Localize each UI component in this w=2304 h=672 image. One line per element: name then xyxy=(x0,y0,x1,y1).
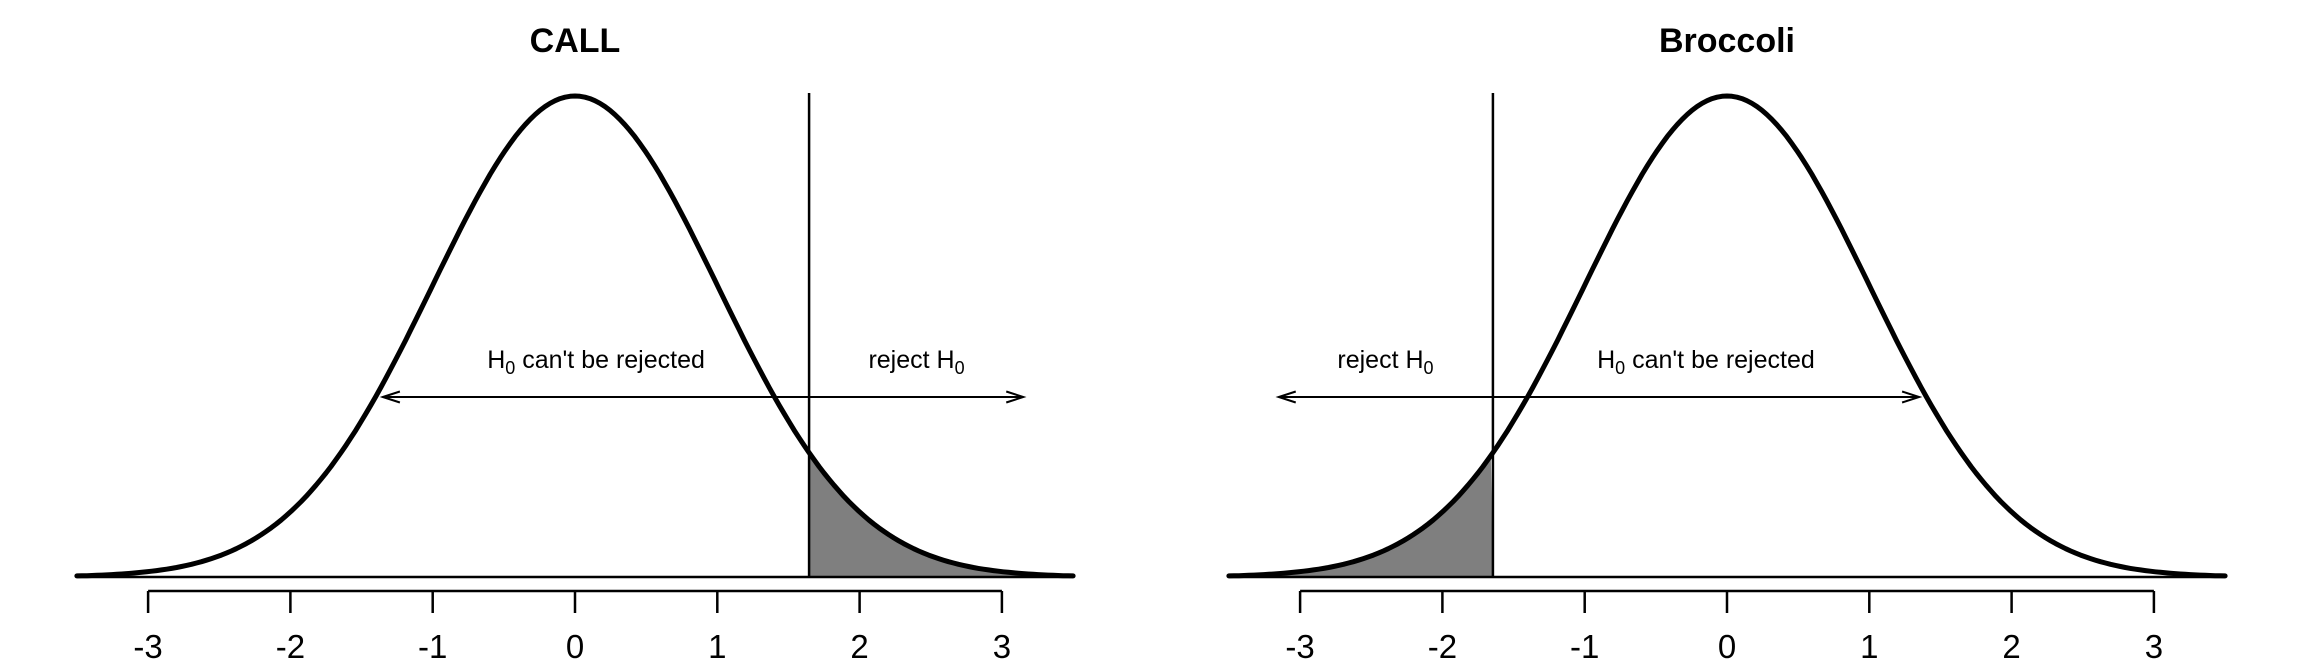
density-curve xyxy=(1226,93,2228,579)
x-axis-tick-label: -1 xyxy=(418,628,447,665)
broccoli-panel: -3 -2 -1 0 1 2 3 reject H0 H0 can't be rejected B… xyxy=(1152,0,2304,672)
x-axis-tick-label: -1 xyxy=(1570,628,1599,665)
rejection-region-shade xyxy=(1228,455,1493,577)
x-axis-tick-label: 0 xyxy=(1718,628,1736,665)
broccoli-plot: -3 -2 -1 0 1 2 3 reject H0 H0 can't be rejected B… xyxy=(1226,22,2228,665)
x-axis-tick-label: 3 xyxy=(993,628,1011,665)
x-axis-tick-label: -3 xyxy=(1285,628,1314,665)
arrowhead-right-icon xyxy=(1005,390,1027,404)
call-panel: -3 -2 -1 0 1 2 3 H0 can't be rejected reject H0 C… xyxy=(74,22,1076,665)
x-axis-tick-label: -2 xyxy=(276,628,305,665)
rejection-region-shade xyxy=(809,452,1074,577)
region-label: reject H0 xyxy=(1337,346,1433,378)
arrowhead-left-icon xyxy=(379,390,401,404)
region-label: reject H0 xyxy=(868,346,964,378)
x-axis-tick-label: -3 xyxy=(133,628,162,665)
x-axis-tick-label: 1 xyxy=(1860,628,1878,665)
arrowhead-left-icon xyxy=(1275,390,1297,404)
arrowhead-right-icon xyxy=(1901,390,1923,404)
x-axis-tick-label: 1 xyxy=(708,628,726,665)
x-axis-tick-label: 3 xyxy=(2145,628,2163,665)
region-label: H0 can't be rejected xyxy=(1597,346,1815,378)
x-axis-tick-label: 0 xyxy=(566,628,584,665)
x-axis-tick-label: -2 xyxy=(1428,628,1457,665)
density-curve xyxy=(74,93,1076,579)
region-label: H0 can't be rejected xyxy=(487,346,705,378)
panel-title: CALL xyxy=(530,22,621,60)
panel-title: Broccoli xyxy=(1659,22,1795,60)
x-axis-tick-label: 2 xyxy=(2002,628,2020,665)
x-axis-tick-label: 2 xyxy=(850,628,868,665)
call-plot: -3 -2 -1 0 1 2 3 H0 can't be rejected reject H0 C… xyxy=(74,22,1076,665)
